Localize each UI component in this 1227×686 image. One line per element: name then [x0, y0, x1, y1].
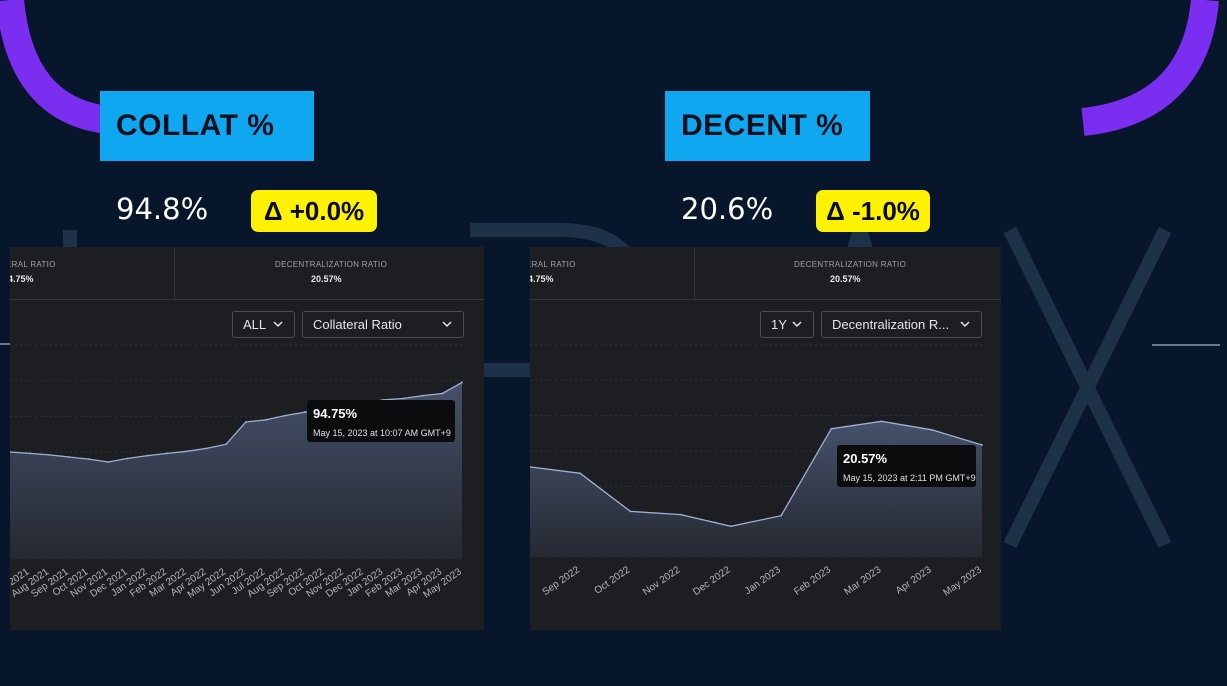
header-label: ERAL RATIO — [10, 260, 56, 269]
x-tick-label: Dec 2022 — [691, 564, 733, 598]
header-value: 20.57% — [830, 274, 861, 284]
data-point — [48, 453, 51, 456]
decent-chart-panel: ERAL RATIO 4.75% DECENTRALIZATION RATIO … — [530, 247, 1001, 630]
data-point — [830, 427, 833, 430]
tooltip-date: May 15, 2023 at 2:11 PM GMT+9 — [843, 473, 976, 483]
data-point — [87, 458, 90, 461]
data-point — [402, 397, 404, 400]
x-tick-label: Apr 2023 — [894, 564, 934, 597]
range-select[interactable]: ALL — [232, 311, 295, 338]
chart-tooltip: 20.57% May 15, 2023 at 2:11 PM GMT+9 — [837, 445, 976, 487]
decent-stat-value: 20.6% — [681, 192, 774, 226]
header-divider — [174, 247, 175, 300]
metric-select[interactable]: Decentralization R... — [821, 311, 982, 338]
collat-delta-badge: Δ +0.0% — [251, 190, 377, 232]
data-point — [127, 457, 129, 460]
data-point — [166, 452, 169, 455]
x-tick-label: Nov 2022 — [641, 564, 683, 598]
decent-title: DECENT % — [665, 91, 870, 161]
tooltip-date: May 15, 2023 at 10:07 AM GMT+9 — [313, 428, 451, 438]
accent-arc-left — [0, 0, 111, 134]
collat-chart-panel: ERAL RATIO 4.75% DECENTRALIZATION RATIO … — [10, 247, 484, 630]
header-label: ERAL RATIO — [530, 260, 576, 269]
decent-delta-badge: Δ -1.0% — [816, 190, 930, 232]
data-point — [629, 510, 632, 513]
series-line — [10, 381, 463, 463]
x-tick-label: Sep 2022 — [541, 564, 583, 598]
collat-title-text: COLLAT % — [116, 109, 275, 142]
data-point — [679, 513, 682, 516]
range-select[interactable]: 1Y — [760, 311, 814, 338]
data-point — [264, 419, 267, 421]
collat-stat-value: 94.8% — [116, 192, 209, 226]
x-tick-label: Mar 2023 — [842, 564, 883, 597]
x-tick-label: Oct 2022 — [593, 564, 633, 597]
x-tick-label: Feb 2023 — [792, 564, 833, 597]
chevron-down-icon — [442, 321, 452, 328]
accent-arc-right — [1081, 0, 1219, 136]
x-tick-label: Aug 2022 — [530, 564, 532, 598]
data-point — [225, 443, 228, 446]
header-value: 4.75% — [530, 274, 554, 284]
data-point — [441, 392, 444, 395]
data-point — [981, 444, 983, 446]
chart-tooltip: 94.75% May 15, 2023 at 10:07 AM GMT+9 — [307, 400, 455, 442]
chevron-down-icon — [792, 321, 802, 328]
range-select-value: ALL — [243, 317, 267, 332]
header-cell-collateral: ERAL RATIO 4.75% — [530, 247, 694, 300]
header-divider — [694, 247, 695, 300]
header-value: 4.75% — [10, 274, 34, 284]
data-point — [146, 454, 149, 457]
series-area — [530, 421, 982, 557]
data-point — [579, 472, 582, 475]
data-point — [68, 456, 70, 458]
data-point — [185, 450, 188, 453]
data-point — [284, 414, 287, 417]
chevron-down-icon — [273, 321, 283, 328]
collat-title: COLLAT % — [100, 91, 314, 161]
range-select-value: 1Y — [771, 317, 787, 332]
data-point — [10, 451, 11, 453]
tooltip-value: 20.57% — [843, 451, 888, 466]
panel-header: ERAL RATIO 4.75% DECENTRALIZATION RATIO … — [530, 247, 1001, 300]
data-point — [107, 461, 110, 463]
header-label: DECENTRALIZATION RATIO — [794, 260, 907, 269]
data-point — [729, 525, 732, 528]
chevron-down-icon — [960, 321, 970, 328]
header-cell-collateral: ERAL RATIO 4.75% — [10, 247, 174, 300]
data-point — [421, 394, 424, 397]
tooltip-value: 94.75% — [313, 406, 358, 421]
x-tick-label: Jan 2023 — [743, 564, 783, 597]
header-label: DECENTRALIZATION RATIO — [275, 260, 388, 269]
metric-select-value: Decentralization R... — [832, 317, 950, 332]
data-point — [530, 466, 531, 468]
panel-header: ERAL RATIO 4.75% DECENTRALIZATION RATIO … — [10, 247, 484, 300]
data-point — [303, 411, 306, 413]
metric-select-value: Collateral Ratio — [313, 317, 402, 332]
data-point — [930, 428, 933, 431]
data-point — [244, 421, 247, 423]
data-point — [461, 381, 463, 384]
data-point — [880, 420, 883, 423]
data-point — [28, 452, 31, 455]
data-point — [205, 447, 208, 450]
data-point — [780, 514, 783, 517]
metric-select[interactable]: Collateral Ratio — [302, 311, 464, 338]
x-tick-label: May 2023 — [941, 564, 984, 598]
header-cell-decentralization: DECENTRALIZATION RATIO 20.57% — [695, 247, 1001, 300]
header-cell-decentralization: DECENTRALIZATION RATIO 20.57% — [175, 247, 484, 300]
series-line — [530, 420, 983, 527]
header-value: 20.57% — [311, 274, 342, 284]
decent-title-text: DECENT % — [681, 109, 844, 142]
